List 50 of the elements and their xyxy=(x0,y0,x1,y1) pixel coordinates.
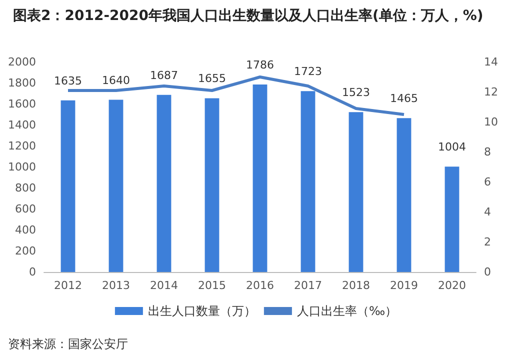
y-tick-label: 1200 xyxy=(8,140,36,152)
x-tick-label: 2012 xyxy=(54,279,82,292)
x-tick-label: 2019 xyxy=(390,279,418,292)
text: 资料来源：国家公安厅 xyxy=(8,337,128,351)
y-tick-label: 800 xyxy=(15,182,36,194)
y2-tick-label: 0 xyxy=(484,266,491,278)
bar xyxy=(300,91,316,272)
y2-tick-label: 10 xyxy=(484,116,498,128)
data-label: 1523 xyxy=(342,86,370,100)
data-label: 1723 xyxy=(294,65,322,78)
data-label: 1687 xyxy=(150,68,178,82)
y-tick-label: 1000 xyxy=(8,160,36,174)
bar xyxy=(156,94,172,272)
bar xyxy=(444,166,460,272)
y2-tick-label: 14 xyxy=(484,56,498,68)
x-tick-label: 2017 xyxy=(294,279,322,292)
y-tick-label: 2000 xyxy=(8,56,36,68)
bar xyxy=(396,118,412,272)
bar xyxy=(60,100,76,272)
y-tick-label: 600 xyxy=(15,202,36,216)
y-tick-label: 1400 xyxy=(8,118,36,132)
y2-tick-label: 12 xyxy=(484,86,498,98)
y-tick-label: 200 xyxy=(15,244,36,258)
y2-tick-label: 8 xyxy=(484,146,491,158)
data-label: 1465 xyxy=(390,92,418,106)
x-tick-label: 2018 xyxy=(342,279,370,292)
chart-title: 图表2：2012-2020年我国人口出生数量以及人口出生率(单位：万人，%) xyxy=(13,7,484,24)
x-tick-label: 2020 xyxy=(438,279,466,292)
data-label: 1004 xyxy=(438,140,466,154)
y2-tick-label: 2 xyxy=(484,236,491,248)
data-label: 1655 xyxy=(198,72,226,86)
bar xyxy=(252,84,268,272)
data-label: 1640 xyxy=(102,74,130,87)
bar xyxy=(348,112,364,272)
x-tick-label: 2014 xyxy=(150,279,178,292)
legend-label: 出生人口数量（万） xyxy=(148,304,256,318)
data-label: 1786 xyxy=(246,58,274,72)
legend-label: 人口出生率（‰） xyxy=(296,304,398,318)
x-tick-label: 2013 xyxy=(102,279,130,292)
y-tick-label: 400 xyxy=(15,224,36,236)
y-tick-label: 0 xyxy=(29,266,36,278)
bar xyxy=(108,100,124,272)
x-tick-label: 2016 xyxy=(246,279,274,292)
y2-tick-label: 6 xyxy=(484,176,491,188)
y-tick-label: 1800 xyxy=(8,76,36,90)
y2-tick-label: 4 xyxy=(484,206,491,218)
y-tick-label: 1600 xyxy=(8,98,36,110)
x-tick-label: 2015 xyxy=(198,279,226,292)
bar xyxy=(204,98,220,272)
data-label: 1635 xyxy=(54,74,82,88)
